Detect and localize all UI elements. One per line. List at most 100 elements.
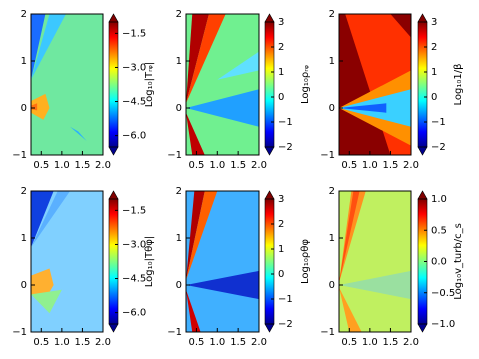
panel: 0.5 1.0 1.5 2.0 −1 0 1 2 −6.0 −4.5 −3.0 −1.5 Log₁₀|T…	[12, 186, 155, 348]
colorbar-tick-label: −1	[431, 117, 446, 128]
x-tick-label: 2.0	[251, 160, 267, 171]
colorbar	[265, 22, 274, 147]
x-tick-label: 1.5	[74, 160, 90, 171]
colorbar-tick-label: 2	[278, 42, 284, 53]
x-tick-label: 1.5	[382, 337, 398, 348]
colorbar-tick-label: −4.5	[122, 97, 146, 108]
x-tick-label: 0.5	[33, 337, 49, 348]
field	[186, 191, 259, 332]
colorbar-label: Log₁₀ρᵣᵩ	[300, 65, 311, 104]
x-tick-label: 1.0	[54, 337, 70, 348]
colorbar-extend-top	[417, 13, 428, 23]
field-region	[31, 268, 54, 300]
colorbar-tick-label: −1.0	[431, 319, 455, 330]
colorbar-label: Log₁₀v_turb/c_s	[453, 223, 464, 300]
x-tick-label: 0.5	[33, 160, 49, 171]
field-region	[186, 89, 259, 127]
colorbar-frame	[264, 198, 275, 325]
field-background	[31, 14, 103, 155]
x-tick-label: 0.5	[188, 160, 204, 171]
field-region	[31, 103, 38, 111]
y-tick-label: 1	[329, 233, 335, 244]
field-region	[31, 14, 46, 80]
field-region	[339, 191, 366, 283]
x-tick-label: 2.0	[95, 337, 111, 348]
colorbar-label: Log₁₀|Tᵣᵩ|	[144, 62, 155, 107]
plot-frame	[30, 190, 104, 333]
colorbar-tick-label: −3.0	[122, 239, 146, 250]
colorbar-extend-bottom	[264, 323, 275, 333]
colorbar-tick-label: 3	[278, 17, 284, 28]
panel: 0.5 1.0 1.5 2.0 −1 0 1 2 −1.0 −0.5 0.0 0.5 1.0 Log₁₀v…	[320, 186, 464, 348]
plot-frame	[30, 13, 104, 156]
y-tick-label: −1	[320, 150, 335, 161]
y-tick-label: 0	[21, 103, 27, 114]
colorbar-tick-label: −0.5	[431, 288, 455, 299]
x-tick-label: 2.0	[403, 337, 419, 348]
colorbar-tick-label: 2	[278, 219, 284, 230]
colorbar-tick-label: 3	[431, 17, 437, 28]
colorbar-tick-label: −6.0	[122, 308, 146, 319]
colorbar-tick-label: 0.5	[431, 225, 447, 236]
colorbar-tick-label: 0.0	[431, 257, 447, 268]
y-tick-label: 2	[329, 186, 335, 197]
y-tick-label: 0	[21, 280, 27, 291]
x-tick-label: 1.0	[54, 160, 70, 171]
y-tick-label: 0	[176, 280, 182, 291]
panel: 0.5 1.0 1.5 2.0 −1 0 1 2 −6.0 −4.5 −3.0 −1.5 Log₁₀|T…	[12, 9, 155, 171]
colorbar	[109, 199, 118, 324]
y-tick-label: 2	[21, 9, 27, 20]
colorbar-tick-label: −1.5	[122, 28, 146, 39]
panel: 0.5 1.0 1.5 2.0 −1 0 1 2 −2 −1 0 1 2 3 Log₁₀ρθφ	[167, 186, 311, 348]
x-tick-label: 2.0	[251, 337, 267, 348]
colorbar-label: Log₁₀ρθφ	[300, 239, 311, 284]
y-tick-label: −1	[167, 327, 182, 338]
colorbar-frame	[417, 21, 428, 148]
y-tick-label: 2	[21, 186, 27, 197]
colorbar-extend-top	[417, 190, 428, 200]
colorbar-extend-bottom	[264, 146, 275, 156]
field-region	[31, 14, 66, 80]
y-tick-label: 2	[176, 186, 182, 197]
colorbar-frame	[108, 21, 119, 148]
colorbar-tick-label: −6.0	[122, 131, 146, 142]
y-tick-label: 0	[176, 103, 182, 114]
colorbar-frame	[108, 198, 119, 325]
y-tick-label: −1	[320, 327, 335, 338]
y-tick-label: 0	[329, 280, 335, 291]
colorbar-tick-label: −4.5	[122, 274, 146, 285]
plot-frame	[185, 190, 260, 333]
colorbar-tick-label: −2	[431, 142, 446, 153]
field-region	[339, 191, 360, 283]
field-region	[31, 93, 50, 120]
colorbar-tick-label: 0	[278, 92, 284, 103]
field-region	[339, 287, 362, 332]
colorbar-extend-bottom	[108, 146, 119, 156]
colorbar-label: Log₁₀1/β	[453, 64, 464, 106]
colorbar-extend-top	[264, 190, 275, 200]
colorbar-extend-bottom	[108, 323, 119, 333]
y-tick-label: −1	[12, 150, 27, 161]
y-tick-label: 1	[21, 56, 27, 67]
colorbar-tick-label: −2	[278, 142, 293, 153]
x-tick-label: 1.5	[74, 337, 90, 348]
x-tick-label: 2.0	[95, 160, 111, 171]
y-tick-label: 1	[329, 56, 335, 67]
plot-frame	[338, 190, 412, 333]
colorbar-tick-label: 0	[278, 269, 284, 280]
colorbar-tick-label: 1.0	[431, 194, 447, 205]
plot-frame	[185, 13, 260, 156]
field-region	[31, 191, 71, 248]
field	[31, 14, 103, 155]
colorbar-extend-bottom	[417, 146, 428, 156]
x-tick-label: 2.0	[403, 160, 419, 171]
x-tick-label: 1.5	[230, 160, 246, 171]
x-tick-label: 1.0	[209, 160, 225, 171]
field	[31, 191, 103, 332]
field	[339, 191, 411, 332]
colorbar-tick-label: −2	[278, 319, 293, 330]
x-tick-label: 0.5	[341, 160, 357, 171]
field-region	[186, 191, 218, 281]
y-tick-label: 1	[176, 56, 182, 67]
